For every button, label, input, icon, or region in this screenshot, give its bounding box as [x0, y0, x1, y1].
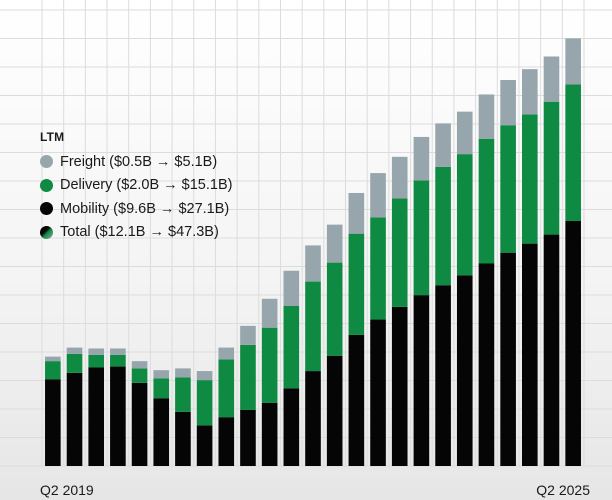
- bar-mobility-q3-2022: [326, 355, 343, 466]
- bar-freight-q4-2022: [348, 192, 365, 234]
- bar-freight-q1-2022: [283, 270, 300, 306]
- bar-delivery-q4-2022: [348, 233, 365, 335]
- bar-freight-q3-2021: [240, 325, 256, 345]
- bar-delivery-q3-2023: [413, 180, 430, 296]
- bar-freight-q3-2019: [66, 347, 83, 354]
- bar-mobility-q1-2025: [543, 234, 560, 466]
- bar-delivery-q4-2021: [261, 327, 278, 403]
- bar-mobility-q3-2019: [66, 372, 83, 466]
- bar-freight-q2-2019: [45, 356, 61, 362]
- bar-mobility-q2-2025: [565, 221, 581, 466]
- bar-delivery-q3-2022: [326, 262, 343, 356]
- bar-freight-q2-2022: [305, 245, 321, 282]
- bar-mobility-q2-2020: [131, 382, 148, 466]
- bar-mobility-q2-2019: [45, 379, 61, 466]
- bar-delivery-q4-2020: [175, 377, 191, 412]
- bar-mobility-q2-2023: [391, 306, 408, 466]
- bar-freight-q1-2023: [370, 173, 386, 218]
- bar-freight-q4-2024: [522, 69, 538, 115]
- bar-mobility-q3-2023: [413, 295, 430, 466]
- bar-mobility-q4-2023: [435, 285, 451, 466]
- bar-delivery-q1-2025: [543, 101, 560, 235]
- bar-delivery-q3-2020: [153, 378, 170, 399]
- bar-mobility-q1-2022: [283, 388, 300, 466]
- bar-mobility-q2-2022: [305, 371, 321, 466]
- bar-freight-q1-2025: [543, 56, 560, 102]
- bar-delivery-q4-2024: [522, 114, 538, 244]
- bar-freight-q3-2022: [326, 224, 343, 263]
- legend-item-freight: Freight ($0.5B → $5.1B): [40, 150, 232, 174]
- bar-delivery-q2-2019: [45, 361, 61, 380]
- bar-delivery-q3-2019: [66, 353, 83, 373]
- bar-mobility-q3-2020: [153, 398, 170, 466]
- bar-freight-q3-2023: [413, 136, 430, 181]
- bar-freight-q4-2021: [261, 298, 278, 328]
- bar-mobility-q4-2020: [175, 411, 191, 466]
- x-axis-start-label: Q2 2019: [40, 482, 94, 498]
- bar-delivery-q4-2019: [88, 354, 105, 368]
- bar-delivery-q1-2021: [196, 380, 213, 426]
- bar-delivery-q1-2023: [370, 217, 386, 320]
- bar-freight-q4-2019: [88, 348, 105, 355]
- total-swatch-icon: [40, 225, 53, 239]
- bar-mobility-q4-2019: [88, 367, 105, 466]
- bar-freight-q1-2020: [110, 348, 126, 355]
- bar-mobility-q2-2024: [478, 263, 495, 466]
- bar-mobility-q4-2021: [261, 402, 278, 466]
- legend-item-total: Total ($12.1B → $47.3B): [40, 221, 232, 245]
- legend-label-delivery: Delivery ($2.0B → $15.1B): [60, 177, 233, 194]
- freight-swatch-icon: [40, 155, 53, 169]
- legend-label-total: Total ($12.1B → $47.3B): [60, 224, 219, 241]
- bar-freight-q4-2023: [435, 123, 451, 167]
- bar-delivery-q3-2021: [240, 344, 256, 410]
- bar-delivery-q4-2023: [435, 166, 451, 286]
- bar-delivery-q2-2024: [478, 138, 495, 264]
- legend-item-mobility: Mobility ($9.6B → $27.1B): [40, 197, 232, 221]
- bar-mobility-q3-2024: [500, 252, 516, 466]
- legend-item-delivery: Delivery ($2.0B → $15.1B): [40, 174, 232, 198]
- bar-freight-q2-2021: [218, 347, 235, 360]
- bars: [45, 38, 581, 466]
- bar-delivery-q2-2021: [218, 359, 235, 418]
- bar-mobility-q1-2023: [370, 319, 386, 466]
- bar-mobility-q4-2024: [522, 243, 538, 466]
- mobility-swatch-icon: [40, 202, 53, 216]
- bar-delivery-q2-2025: [565, 84, 581, 222]
- bar-freight-q2-2023: [391, 156, 408, 199]
- legend-label-freight: Freight ($0.5B → $5.1B): [60, 153, 218, 170]
- bar-mobility-q1-2020: [110, 366, 126, 466]
- bar-freight-q1-2021: [196, 371, 213, 381]
- bar-mobility-q3-2021: [240, 409, 256, 466]
- bar-freight-q2-2020: [131, 361, 148, 369]
- bar-freight-q2-2024: [478, 94, 495, 139]
- bar-freight-q3-2020: [153, 370, 170, 379]
- bar-delivery-q2-2020: [131, 368, 148, 383]
- bar-freight-q2-2025: [565, 38, 581, 85]
- bar-delivery-q2-2022: [305, 281, 321, 372]
- bar-freight-q1-2024: [456, 111, 473, 155]
- bar-delivery-q2-2023: [391, 198, 408, 307]
- legend-label-mobility: Mobility ($9.6B → $27.1B): [60, 200, 230, 217]
- bar-mobility-q2-2021: [218, 417, 235, 466]
- bar-mobility-q1-2021: [196, 425, 213, 466]
- bar-mobility-q1-2024: [456, 275, 473, 466]
- delivery-swatch-icon: [40, 178, 53, 192]
- bar-mobility-q4-2022: [348, 334, 365, 466]
- bar-freight-q3-2024: [500, 79, 516, 126]
- legend: LTM Freight ($0.5B → $5.1B) Delivery ($2…: [40, 130, 232, 244]
- bar-delivery-q1-2020: [110, 354, 126, 367]
- legend-title: LTM: [40, 130, 65, 144]
- x-axis-end-label: Q2 2025: [536, 482, 590, 498]
- bar-delivery-q1-2024: [456, 154, 473, 276]
- bar-delivery-q1-2022: [283, 305, 300, 389]
- bar-freight-q4-2020: [175, 368, 191, 378]
- bar-delivery-q3-2024: [500, 125, 516, 253]
